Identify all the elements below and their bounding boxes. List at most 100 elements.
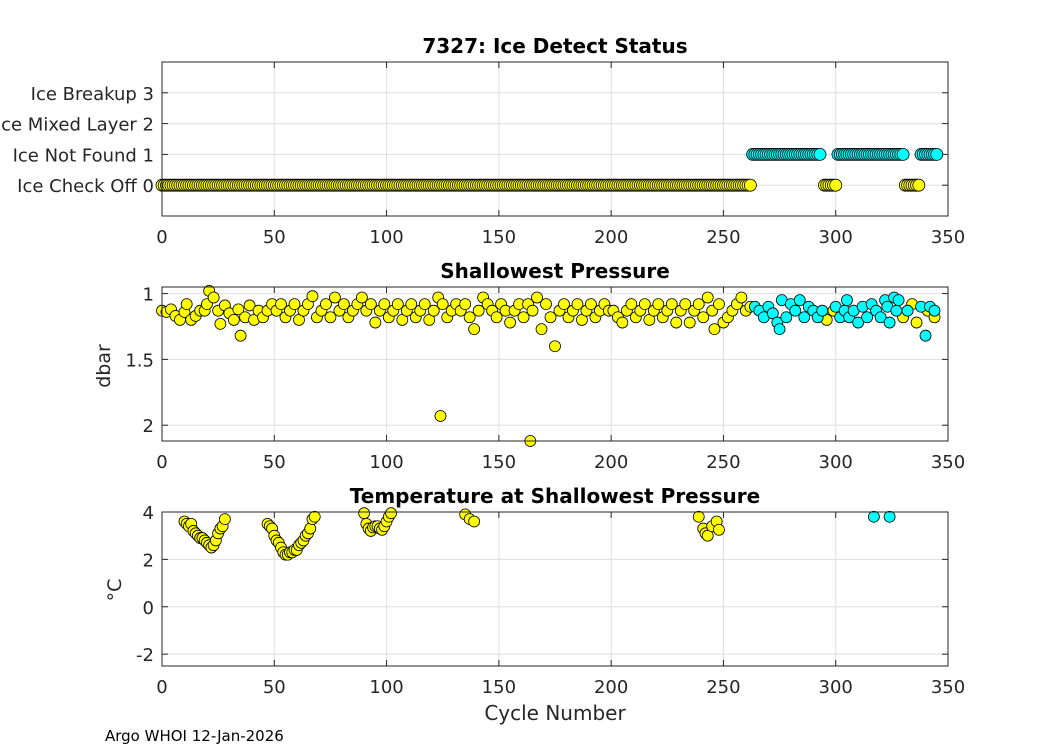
yellow-temperature-point [713, 523, 725, 536]
yellow-pressure-point [405, 298, 418, 311]
cyan-pressure-point [861, 311, 874, 324]
x-tick-label: 150 [482, 227, 516, 248]
y-tick-label: Ice Not Found 1 [13, 145, 154, 166]
x-tick-label: 300 [819, 677, 853, 698]
yellow-pressure-point [337, 298, 350, 311]
yellow-pressure-point [670, 316, 683, 329]
cyan-temperature-point [883, 510, 896, 523]
yellow-pressure-point [535, 323, 548, 336]
x-tick-label: 350 [931, 452, 965, 473]
y-tick-label: Ice Check Off 0 [17, 176, 154, 197]
yellow-pressure-point [329, 291, 341, 304]
shallowest-pressure-title: Shallowest Pressure [440, 259, 670, 283]
yellow-pressure-point [490, 311, 503, 324]
yellow-pressure-point [692, 298, 705, 311]
yellow-pressure-point [369, 316, 382, 329]
x-tick-label: 0 [156, 452, 167, 473]
markers-0 [155, 147, 944, 192]
y-tick-label: 4 [143, 503, 154, 524]
cyan-pressure-point [793, 294, 806, 307]
cyan-pressure-point [874, 311, 887, 324]
ice-detect-status-plot: 0 50 100 150 200 250 300 350 Ice Check Off 0 Ice … [0, 34, 965, 248]
yellow-pressure-point [243, 299, 256, 312]
x-tick-label: 150 [482, 677, 516, 698]
yellow-pressure-point [526, 304, 539, 317]
yellow-pressure-point [679, 298, 692, 311]
yellow-pressure-point [531, 291, 543, 304]
ice-not-found-point [930, 147, 944, 161]
plot-area-1: 0 50 100 150 200 250 300 350 1 1.5 2 [125, 285, 965, 473]
yellow-pressure-point [540, 298, 552, 311]
x-tick-label: 350 [931, 677, 965, 698]
y-tick-label: Ice Mixed Layer 2 [0, 115, 154, 136]
x-tick-label: 200 [594, 677, 628, 698]
yellow-pressure-point [638, 298, 651, 311]
temperature-ylabel: °C [104, 579, 126, 602]
ice-check-off-point [743, 178, 757, 192]
x-tick-label: 50 [263, 677, 286, 698]
yellow-pressure-point [735, 291, 748, 304]
yellow-pressure-point [288, 298, 301, 311]
cyan-pressure-point [890, 304, 903, 317]
temperature-title: Temperature at Shallowest Pressure [350, 484, 760, 508]
markers-2 [178, 507, 896, 561]
ice-check-off-point [829, 178, 843, 192]
axes-frame [161, 61, 949, 217]
x-tick-label: 200 [594, 452, 628, 473]
y-tick-label: 0 [143, 598, 154, 619]
yellow-pressure-point [504, 316, 516, 329]
x-tick-label: 50 [263, 227, 286, 248]
yellow-pressure-point [418, 298, 431, 311]
markers-1 [156, 285, 941, 447]
cyan-pressure-point [901, 304, 914, 317]
pressure-ylabel: dbar [93, 344, 115, 388]
yellow-temperature-point [308, 510, 321, 523]
cyan-pressure-point [789, 304, 802, 317]
yellow-pressure-point [227, 314, 240, 326]
yellow-pressure-point [207, 291, 220, 304]
x-tick-label: 300 [819, 452, 853, 473]
yellow-pressure-point [459, 298, 472, 311]
x-tick-label: 250 [706, 227, 740, 248]
yellow-pressure-point [571, 298, 584, 311]
cyan-pressure-point [773, 323, 786, 336]
y-tick-label: 2 [143, 550, 154, 571]
ice-check-off-point [912, 178, 926, 192]
plot-area-0: 0 50 100 150 200 250 300 350 Ice Check Off 0 Ice … [0, 61, 965, 248]
yellow-temperature-point [692, 510, 705, 523]
yellow-pressure-point [378, 298, 391, 311]
shallowest-pressure-plot: 0 50 100 150 200 250 300 350 1 1.5 2 Shallowest Pr… [93, 259, 965, 473]
yellow-pressure-point [697, 311, 710, 324]
yellow-pressure-point [549, 340, 561, 353]
axes-frame [161, 511, 949, 667]
x-tick-label: 100 [369, 452, 403, 473]
yellow-pressure-point [544, 311, 557, 324]
cyan-pressure-point [928, 304, 941, 317]
y-tick-label: -2 [136, 645, 154, 666]
yellow-pressure-point [320, 298, 332, 311]
yellow-temperature-point [358, 507, 371, 520]
yellow-pressure-point [558, 298, 570, 311]
y-tick-label: 1 [143, 285, 154, 306]
x-tick-label: 0 [156, 227, 167, 248]
yellow-pressure-point [232, 303, 245, 316]
y-tick-label: 2 [143, 416, 154, 437]
yellow-pressure-point [275, 298, 287, 311]
x-tick-label: 150 [482, 452, 516, 473]
yellow-pressure-point [683, 316, 696, 329]
cycle-number-xlabel: Cycle Number [484, 701, 626, 725]
cyan-temperature-point [867, 510, 880, 523]
yellow-pressure-point [652, 298, 665, 311]
yellow-pressure-point [436, 298, 449, 311]
axes-frame [161, 286, 949, 442]
footer-credit: Argo WHOI 12-Jan-2026 [105, 727, 284, 745]
x-tick-label: 50 [263, 452, 286, 473]
yellow-pressure-point [585, 298, 597, 311]
ice-detect-status-title: 7327: Ice Detect Status [422, 34, 687, 58]
yellow-pressure-point [391, 298, 404, 311]
x-tick-label: 0 [156, 677, 167, 698]
cyan-pressure-point [852, 316, 865, 329]
yellow-pressure-point [708, 323, 721, 336]
x-tick-label: 250 [706, 677, 740, 698]
